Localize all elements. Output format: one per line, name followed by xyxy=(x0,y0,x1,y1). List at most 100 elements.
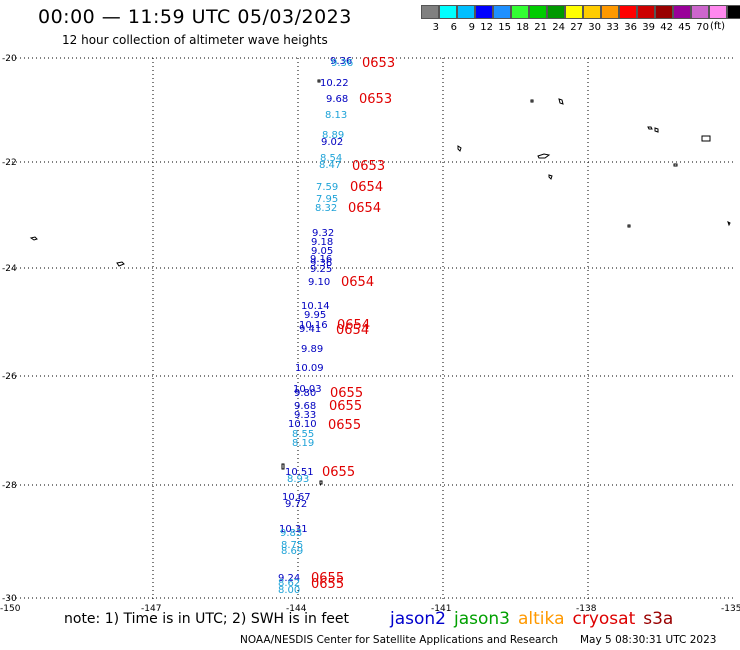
wave-height-label: 10.10 xyxy=(288,419,317,430)
lon-tick-label: -147 xyxy=(141,604,161,614)
time-label: 0655 xyxy=(328,418,361,433)
legend-swatch xyxy=(511,5,529,19)
legend-tick-label: 45 xyxy=(678,22,691,33)
legend-tick-label: 18 xyxy=(516,22,529,33)
legend-swatch xyxy=(529,5,547,19)
wave-height-label: 8.69 xyxy=(281,546,303,557)
legend-tick-label: 42 xyxy=(660,22,673,33)
legend-unit: (ft) xyxy=(710,21,726,32)
lat-tick-label: -20 xyxy=(2,54,17,64)
legend-tick-label: 3 xyxy=(432,22,439,33)
wave-height-label: 8.75 xyxy=(281,540,303,551)
lon-tick-label: -144 xyxy=(286,604,307,614)
legend-swatch xyxy=(691,5,709,19)
lat-tick-label: -26 xyxy=(2,372,17,382)
time-label: 0653 xyxy=(362,56,395,71)
wave-height-label: 8.32 xyxy=(315,203,337,214)
legend-swatch xyxy=(673,5,691,19)
time-label: 0655 xyxy=(322,465,355,480)
wave-height-label: 9.05 xyxy=(311,246,333,257)
legend-tick-label: 36 xyxy=(624,22,637,33)
island xyxy=(627,224,631,228)
legend-swatch xyxy=(493,5,511,19)
legend-tick-label: 15 xyxy=(498,22,511,33)
lat-tick-label: -22 xyxy=(2,158,17,168)
legend-tick-label: 21 xyxy=(534,22,547,33)
legend-tick-label: 70 xyxy=(696,22,709,33)
legend-tick-label: 6 xyxy=(450,22,457,33)
wave-height-label: 8.19 xyxy=(292,438,314,449)
wave-height-label: 9.33 xyxy=(294,410,316,421)
time-label: 0653 xyxy=(352,159,385,174)
island xyxy=(673,163,678,167)
legend-swatch xyxy=(619,5,637,19)
note-text: note: 1) Time is in UTC; 2) SWH is in fe… xyxy=(64,611,350,627)
legend-swatch xyxy=(439,5,457,19)
time-label: 0655 xyxy=(330,386,363,401)
color-legend: 3 6 9 12 15 18 21 24 27 30 33 36 39 42 45 70 xyxy=(421,5,740,33)
island xyxy=(537,153,551,159)
legend-swatch xyxy=(565,5,583,19)
island xyxy=(116,261,125,267)
wave-height-label: 8.93 xyxy=(287,474,309,485)
wave-height-label: 9.95 xyxy=(304,310,326,321)
wave-height-labels: 9.36 9.36 10.22 9.68 8.13 8.899.02 8.548.47 7.5… xyxy=(278,56,353,596)
wave-height-label: 8.00 xyxy=(278,585,300,596)
wave-height-label: 10.22 xyxy=(320,78,349,89)
wave-height-label: 9.68 xyxy=(326,94,348,105)
wave-height-label: 10.31 xyxy=(279,524,308,535)
wave-height-label: 9.89 xyxy=(301,344,323,355)
legend-swatch xyxy=(457,5,475,19)
wave-height-label: 9.24 xyxy=(278,573,300,584)
island xyxy=(530,99,534,103)
time-label: 0654 xyxy=(337,318,370,333)
wave-height-label: 10.14 xyxy=(301,301,330,312)
island xyxy=(457,145,462,152)
legend-swatch xyxy=(601,5,619,19)
wave-height-label: 9.36 xyxy=(330,56,352,67)
wave-height-label: 8.62 xyxy=(278,578,300,589)
wave-height-label: 9.80 xyxy=(294,388,316,399)
wave-height-label: 7.59 xyxy=(316,182,338,193)
credit-text: NOAA/NESDIS Center for Satellite Applica… xyxy=(240,634,558,646)
mission-legend: jason2 jason3 altika cryosat s3a xyxy=(390,609,681,629)
lat-tick-label: -30 xyxy=(2,594,17,604)
legend-swatch xyxy=(709,5,727,19)
wave-height-label: 9.36 xyxy=(331,58,353,69)
time-label: 0654 xyxy=(336,323,369,338)
island xyxy=(558,98,564,105)
island xyxy=(317,79,321,83)
legend-tick-label: 39 xyxy=(642,22,655,33)
legend-tick-label: 9 xyxy=(468,22,475,33)
mission-label: altika xyxy=(518,609,565,629)
lon-tick-label: -141 xyxy=(431,604,451,614)
island xyxy=(654,127,659,133)
legend-swatch xyxy=(421,5,439,19)
mission-label: jason2 xyxy=(390,609,446,629)
legend-tick-label: 24 xyxy=(552,22,565,33)
time-label: 0654 xyxy=(348,201,381,216)
page-subtitle: 12 hour collection of altimeter wave hei… xyxy=(62,33,328,47)
legend-tick-label: 30 xyxy=(588,22,601,33)
lon-tick-label: -150 xyxy=(0,604,21,614)
legend-swatch xyxy=(475,5,493,19)
lon-tick-label: -135 xyxy=(721,604,740,614)
wave-height-label: 9.32 xyxy=(312,228,334,239)
legend-ticks: 3 6 9 12 15 18 21 24 27 30 33 36 39 42 45 70 xyxy=(421,22,740,33)
time-label: 0654 xyxy=(341,275,374,290)
wave-height-label: 8.54 xyxy=(320,153,342,164)
legend-swatches xyxy=(421,5,740,19)
lon-tick-label: -138 xyxy=(576,604,597,614)
wave-height-label: 9.83 xyxy=(280,528,302,539)
islands xyxy=(29,79,731,485)
legend-swatch xyxy=(547,5,565,19)
wave-height-label: 9.02 xyxy=(321,137,343,148)
mission-label: jason3 xyxy=(454,609,510,629)
legend-swatch xyxy=(655,5,673,19)
island xyxy=(727,221,731,227)
wave-height-label: 9.68 xyxy=(294,401,316,412)
legend-tick-label: 27 xyxy=(570,22,583,33)
legend-tick-label: 12 xyxy=(480,22,493,33)
island xyxy=(548,174,553,180)
